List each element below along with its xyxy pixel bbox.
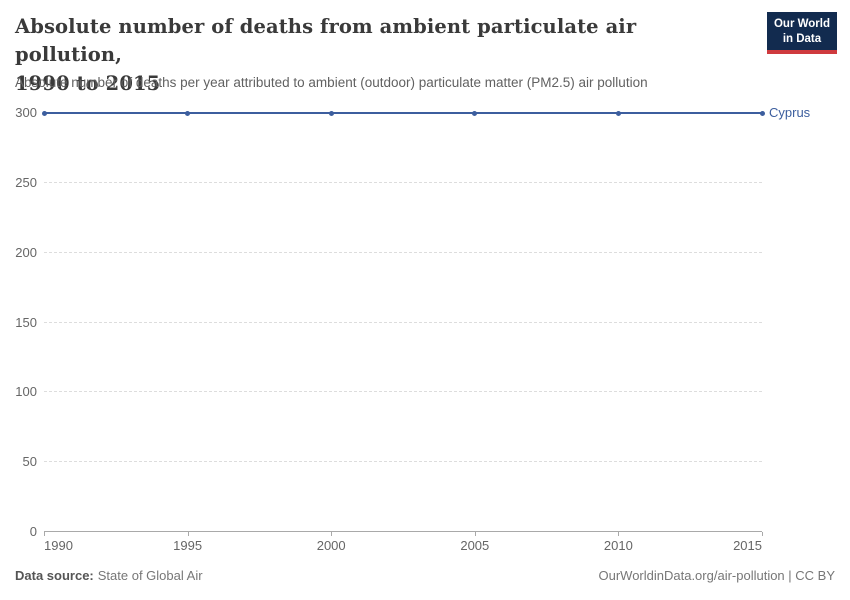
y-axis-tick-label: 300 [15,105,37,120]
owid-logo: Our World in Data [766,12,837,55]
gridline [44,251,762,253]
x-axis-tick-label: 2015 [733,538,762,553]
data-point[interactable] [185,110,191,116]
data-source-value: State of Global Air [97,568,203,583]
y-axis-tick-label: 50 [22,454,37,470]
gridline [44,321,762,323]
x-axis-tick [187,532,189,536]
x-axis-tick-label: 2000 [316,538,346,553]
x-axis-tick-label: 1995 [173,538,203,553]
data-point[interactable] [472,110,478,116]
data-point[interactable] [759,110,765,116]
y-axis-tick-label: 0 [29,524,37,539]
gridline [44,391,762,393]
gridline [44,181,762,183]
data-source: Data source: State of Global Air [15,568,203,583]
logo-text-line-2: in Data [782,33,822,46]
y-axis-tick-label: 150 [15,314,37,330]
x-axis-tick [44,532,45,536]
license-credit-link[interactable]: OurWorldinData.org/air-pollution | CC BY [598,568,835,583]
data-source-label: Data source: [15,568,94,583]
title-line-2: 1990 to 2015 [15,71,161,95]
gridline [44,461,762,463]
logo-text-line-1: Our World [773,18,830,30]
title-line-1: Absolute number of deaths from ambient p… [15,15,637,67]
x-axis-tick [762,532,763,536]
x-axis-tick [474,532,476,536]
data-point[interactable] [615,110,621,116]
x-axis-line [44,531,762,532]
data-point[interactable] [41,110,47,116]
x-axis-tick [618,532,620,536]
data-line-cyprus[interactable] [44,112,762,114]
x-axis-tick-label: 2005 [460,538,490,553]
page-subtitle: Absolute number of deaths per year attri… [15,75,648,90]
page-title: Absolute number of deaths from ambient p… [15,13,745,98]
x-axis-tick [331,532,333,536]
y-axis-tick-label: 250 [15,174,37,190]
x-axis-tick-label: 2010 [603,538,633,553]
x-axis-tick-label: 1990 [44,538,73,553]
series-label-cyprus[interactable]: Cyprus [769,105,811,120]
y-axis-tick-label: 200 [15,244,37,260]
data-point[interactable] [328,110,334,116]
y-axis-tick-label: 100 [15,384,37,400]
